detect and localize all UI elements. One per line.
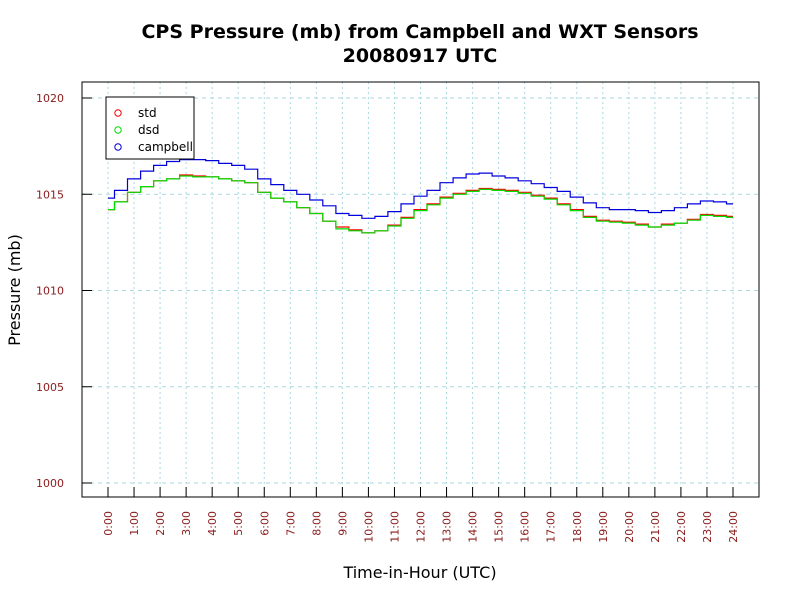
x-tick-label-7: 7:00 [284,511,297,536]
x-tick-label-10: 10:00 [362,511,375,543]
x-tick-label-17: 17:00 [545,511,558,543]
series-line-dsd [108,175,733,234]
x-axis-ticks: 0:00 1:00 2:00 3:00 4:00 5:00 6:00 7:00 8:00 9:00… [102,487,740,543]
legend-label-std: std [138,106,157,120]
x-tick-label-8: 8:00 [310,511,323,536]
x-tick-label-6: 6:00 [258,511,271,536]
x-tick-label-3: 3:00 [180,511,193,536]
y-tick-label-0: 1000 [36,477,64,490]
x-tick-label-5: 5:00 [232,511,245,536]
y-tick-label-2: 1010 [36,285,64,298]
legend-label-dsd: dsd [138,123,160,137]
x-tick-label-9: 9:00 [336,511,349,536]
series-lines [108,159,733,234]
x-tick-label-4: 4:00 [206,511,219,536]
x-tick-label-11: 11:00 [388,511,401,543]
x-tick-label-24: 24:00 [727,511,740,543]
legend-marker-dsd [114,126,122,134]
chart-subtitle: 20080917 UTC [343,45,498,67]
y-tick-label-4: 1020 [36,92,64,105]
x-tick-label-15: 15:00 [493,511,506,543]
y-tick-label-3: 1015 [36,188,64,201]
x-tick-label-23: 23:00 [701,511,714,543]
x-tick-label-2: 2:00 [154,511,167,536]
x-axis-label: Time-in-Hour (UTC) [342,563,496,582]
x-tick-label-0: 0:00 [102,511,115,536]
series-line-campbell [108,159,733,219]
legend-marker-std [114,109,122,117]
x-tick-label-18: 18:00 [571,511,584,543]
x-tick-label-16: 16:00 [519,511,532,543]
y-tick-label-1: 1005 [36,381,64,394]
chart-title: CPS Pressure (mb) from Campbell and WXT … [141,21,698,43]
y-axis-label: Pressure (mb) [5,234,24,346]
grid [82,82,759,497]
legend-label-campbell: campbell [138,140,193,154]
x-tick-label-19: 19:00 [597,511,610,543]
x-tick-label-21: 21:00 [649,511,662,543]
x-tick-label-13: 13:00 [441,511,454,543]
x-tick-label-22: 22:00 [675,511,688,543]
legend: std dsd campbell [105,96,195,160]
x-tick-label-14: 14:00 [467,511,480,543]
legend-marker-campbell [114,143,122,151]
x-tick-label-12: 12:00 [415,511,428,543]
y-axis-ticks: 1000 1005 1010 1015 1020 [36,92,92,490]
x-tick-label-20: 20:00 [623,511,636,543]
x-tick-label-1: 1:00 [128,511,141,536]
